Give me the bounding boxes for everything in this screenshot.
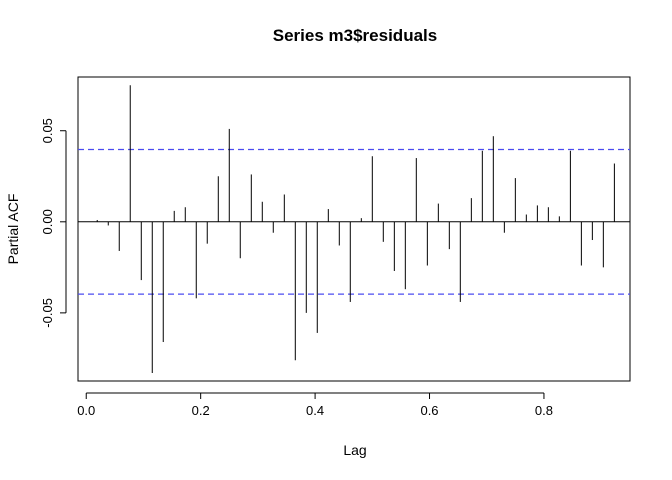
x-axis-label: Lag bbox=[343, 442, 366, 458]
y-axis: -0.05 0.00 0.05 bbox=[40, 118, 67, 328]
x-tick-label: 0.8 bbox=[535, 403, 553, 418]
pacf-spikes bbox=[96, 85, 615, 373]
plot-frame bbox=[77, 76, 631, 382]
x-tick-label: 0.4 bbox=[306, 403, 324, 418]
x-axis: 0.0 0.2 0.4 0.6 0.8 bbox=[77, 392, 553, 418]
y-tick-label: 0.05 bbox=[40, 118, 55, 143]
chart-title: Series m3$residuals bbox=[273, 26, 437, 45]
y-tick-label: -0.05 bbox=[40, 298, 55, 328]
y-tick-label: 0.00 bbox=[40, 209, 55, 234]
y-axis-label: Partial ACF bbox=[5, 194, 21, 265]
x-tick-label: 0.6 bbox=[420, 403, 438, 418]
x-tick-label: 0.0 bbox=[77, 403, 95, 418]
x-tick-label: 0.2 bbox=[192, 403, 210, 418]
confidence-bands bbox=[78, 148, 630, 295]
